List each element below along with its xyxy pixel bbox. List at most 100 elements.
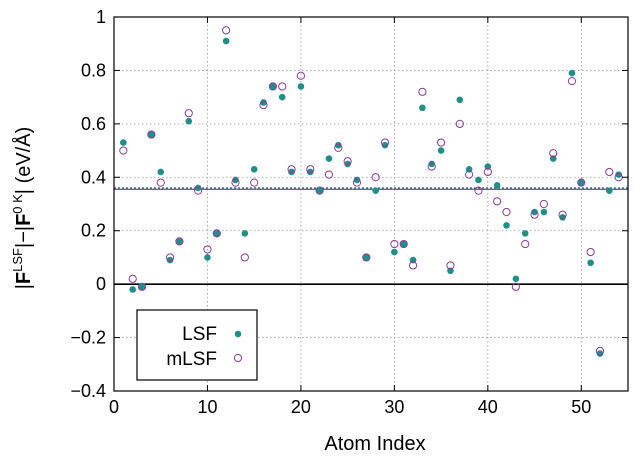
mlsf-point bbox=[511, 282, 520, 291]
mlsf-point bbox=[390, 239, 399, 249]
mlsf-point bbox=[306, 165, 315, 174]
lsf-point bbox=[587, 259, 594, 267]
lsf-point bbox=[344, 160, 351, 168]
mlsf-series bbox=[119, 26, 623, 356]
y-tick-label: 1 bbox=[96, 7, 106, 27]
y-tick-label: −0.4 bbox=[70, 381, 106, 401]
mlsf-point bbox=[362, 253, 371, 262]
mlsf-point bbox=[605, 167, 614, 177]
lsf-point bbox=[577, 179, 585, 186]
mlsf-point bbox=[446, 261, 455, 270]
mlsf-point bbox=[175, 237, 184, 246]
lsf-point bbox=[306, 168, 314, 176]
mlsf-point bbox=[334, 143, 343, 152]
lsf-point bbox=[419, 104, 426, 112]
y-title-sup-lsf: LSF bbox=[10, 248, 25, 272]
mlsf-point bbox=[539, 199, 548, 209]
lsf-point bbox=[353, 176, 361, 184]
lsf-point bbox=[278, 93, 286, 101]
mlsf-point bbox=[287, 165, 296, 174]
lsf-point bbox=[475, 176, 482, 184]
mlsf-point bbox=[380, 138, 390, 147]
lsf-point bbox=[606, 187, 613, 194]
mlsf-point bbox=[595, 346, 605, 356]
lsf-point bbox=[297, 83, 305, 90]
mlsf-point bbox=[493, 197, 502, 206]
mlsf-point bbox=[156, 178, 165, 187]
lsf-point bbox=[381, 141, 389, 149]
mlsf-point bbox=[483, 167, 492, 177]
x-tick-label: 0 bbox=[109, 397, 119, 417]
lsf-point bbox=[391, 248, 398, 256]
mlsf-point bbox=[352, 178, 362, 187]
y-title-f-lsf: F bbox=[13, 272, 35, 284]
mlsf-point bbox=[212, 229, 221, 238]
mlsf-point bbox=[165, 253, 175, 262]
lsf-point bbox=[493, 182, 501, 189]
mlsf-point bbox=[250, 178, 259, 187]
axis-ticks: 0 10 20 30 40 50 −0.4 −0.2 0 0.2 0.4 0.6 0.8 1 bbox=[70, 7, 628, 417]
legend-marker-lsf bbox=[234, 330, 242, 338]
lsf-point bbox=[185, 117, 193, 125]
y-tick-label: 0.6 bbox=[81, 114, 106, 134]
lsf-point bbox=[334, 141, 342, 149]
y-title-bar-1: | bbox=[13, 284, 35, 289]
mlsf-point bbox=[427, 162, 436, 171]
lsf-point bbox=[372, 187, 379, 194]
lsf-point bbox=[129, 286, 136, 293]
mlsf-point bbox=[324, 170, 334, 179]
mlsf-point bbox=[128, 274, 137, 283]
lsf-series bbox=[120, 37, 622, 357]
lsf-point bbox=[400, 240, 408, 248]
y-axis-title: |FLSF|−|F0 K| (eV/Å) bbox=[10, 127, 35, 290]
y-tick-label: 0.2 bbox=[81, 221, 106, 241]
lsf-point bbox=[456, 96, 464, 104]
reference-lines bbox=[114, 187, 628, 285]
mlsf-point bbox=[147, 130, 156, 139]
y-title-unit: (eV/Å) bbox=[12, 127, 35, 189]
mlsf-point bbox=[343, 157, 352, 166]
lsf-point bbox=[288, 168, 295, 176]
lsf-point bbox=[559, 214, 566, 221]
lsf-point bbox=[250, 165, 258, 173]
mlsf-point bbox=[502, 207, 511, 217]
mlsf-point bbox=[278, 82, 287, 91]
mlsf-point bbox=[577, 178, 586, 187]
mlsf-point bbox=[465, 170, 474, 179]
mlsf-point bbox=[137, 282, 147, 291]
mlsf-point bbox=[296, 71, 306, 80]
mlsf-point bbox=[240, 253, 249, 262]
lsf-point bbox=[241, 230, 249, 237]
mlsf-point bbox=[436, 138, 446, 147]
x-tick-label: 20 bbox=[291, 397, 311, 417]
mlsf-point bbox=[371, 173, 380, 182]
lsf-point bbox=[232, 176, 239, 184]
lsf-point bbox=[363, 254, 370, 261]
lsf-point bbox=[157, 168, 165, 176]
legend-label-mlsf: mLSF bbox=[166, 349, 217, 370]
lsf-point bbox=[568, 69, 576, 77]
mlsf-point bbox=[586, 247, 595, 257]
lsf-point bbox=[325, 155, 333, 162]
mlsf-point bbox=[231, 178, 240, 187]
lsf-point bbox=[615, 171, 622, 178]
mlsf-point bbox=[259, 101, 268, 110]
lsf-point bbox=[148, 131, 155, 138]
legend-marker-mlsf bbox=[233, 353, 243, 363]
mlsf-point bbox=[408, 261, 418, 270]
lsf-point bbox=[204, 254, 211, 261]
y-tick-label: −0.2 bbox=[70, 328, 106, 348]
lsf-point bbox=[428, 160, 436, 168]
lsf-point bbox=[213, 230, 221, 237]
mlsf-point bbox=[399, 239, 408, 249]
lsf-point bbox=[194, 184, 202, 192]
lsf-point bbox=[316, 187, 323, 194]
mlsf-point bbox=[315, 186, 324, 195]
lsf-point bbox=[260, 99, 267, 106]
y-title-bar-3: | bbox=[13, 189, 35, 194]
mlsf-point bbox=[474, 186, 483, 195]
lsf-point bbox=[222, 37, 230, 45]
y-title-sup-0k: 0 K bbox=[10, 194, 25, 214]
y-title-f-0k: F bbox=[13, 214, 35, 226]
x-tick-label: 40 bbox=[478, 397, 498, 417]
